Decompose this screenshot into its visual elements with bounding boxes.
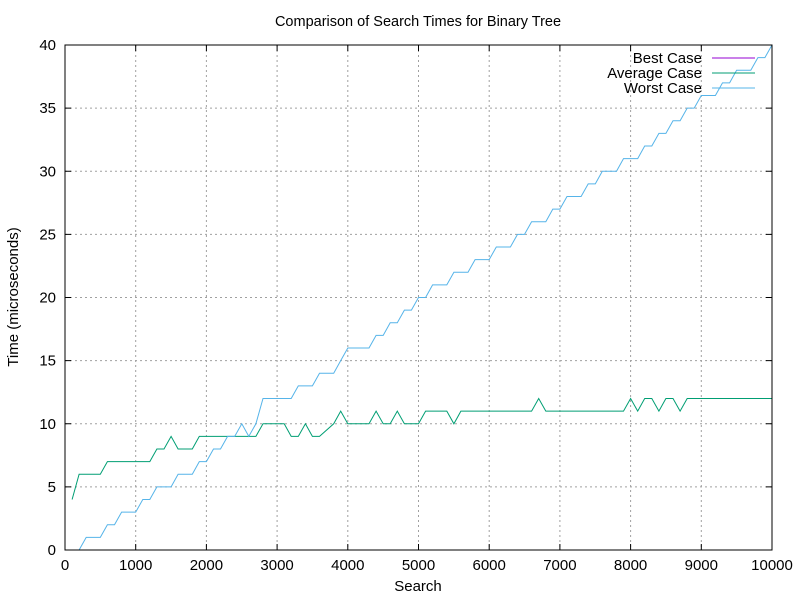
series-line-worst-case	[78, 44, 773, 551]
grid	[65, 45, 772, 550]
y-tick-label: 0	[48, 542, 56, 559]
x-tick-label: 10000	[751, 557, 793, 574]
legend-label-best-case: Best Case	[633, 50, 702, 67]
x-tick-label: 6000	[473, 557, 506, 574]
x-axis-label: Search	[394, 578, 442, 595]
x-tick-label: 5000	[402, 557, 435, 574]
y-tick-label: 40	[39, 37, 56, 54]
chart-title: Comparison of Search Times for Binary Tr…	[275, 14, 561, 30]
series-line-average-case	[71, 397, 772, 500]
y-tick-label: 30	[39, 163, 56, 180]
x-tick-label: 0	[61, 557, 69, 574]
x-tick-label: 3000	[260, 557, 293, 574]
legend-label-worst-case: Worst Case	[624, 80, 702, 97]
x-tick-label: 4000	[331, 557, 364, 574]
series-layer	[71, 44, 773, 551]
y-tick-label: 20	[39, 290, 56, 307]
x-tick-label: 7000	[543, 557, 576, 574]
y-tick-label: 25	[39, 226, 56, 243]
x-tick-label: 8000	[614, 557, 647, 574]
y-tick-label: 10	[39, 416, 56, 433]
y-tick-label: 5	[48, 479, 56, 496]
x-tick-label: 2000	[190, 557, 223, 574]
y-axis-label: Time (microseconds)	[5, 227, 22, 366]
y-tick-label: 35	[39, 100, 56, 117]
x-tick-label: 1000	[119, 557, 152, 574]
y-tick-label: 15	[39, 353, 56, 370]
ticks: 0 1000 2000 3000 4000 5000 6000 7000 8000 9000 100…	[39, 37, 793, 574]
legend-label-average-case: Average Case	[607, 65, 702, 82]
x-tick-label: 9000	[685, 557, 718, 574]
